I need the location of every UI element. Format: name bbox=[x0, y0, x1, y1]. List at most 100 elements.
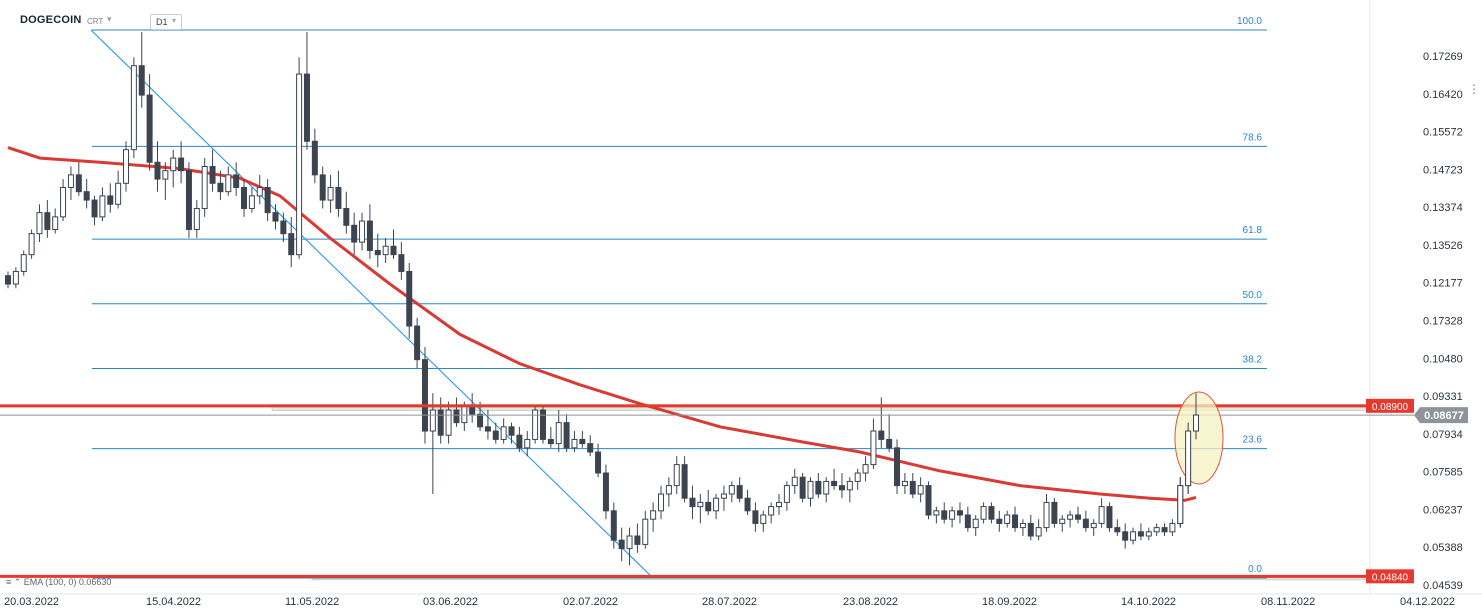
candle bbox=[563, 414, 570, 453]
candle-up bbox=[854, 472, 861, 482]
candle bbox=[178, 141, 185, 184]
candle bbox=[311, 128, 318, 184]
breakout-highlight bbox=[1174, 391, 1224, 485]
fib-level-label: 50.0 bbox=[1243, 290, 1263, 301]
candle bbox=[445, 401, 452, 444]
candle-down bbox=[752, 510, 759, 524]
chart-menu-icon[interactable]: ⋮ bbox=[1468, 82, 1480, 96]
candle bbox=[83, 179, 90, 209]
candle-up bbox=[1169, 522, 1176, 533]
candle bbox=[705, 489, 712, 516]
candle bbox=[681, 456, 688, 503]
candle bbox=[225, 166, 232, 196]
candle-down bbox=[492, 430, 499, 440]
candle bbox=[146, 74, 153, 171]
x-axis-tick-label: 04.12.2022 bbox=[1400, 596, 1455, 608]
candle bbox=[154, 141, 161, 192]
candle-up bbox=[20, 254, 27, 272]
candle bbox=[1059, 515, 1066, 532]
candle bbox=[398, 242, 405, 280]
candle bbox=[429, 393, 436, 495]
candle bbox=[185, 162, 192, 238]
candle-down bbox=[335, 186, 342, 209]
candle bbox=[327, 174, 334, 213]
candle-up bbox=[36, 212, 43, 235]
candle bbox=[571, 431, 578, 453]
candle-up bbox=[823, 480, 830, 495]
candle bbox=[248, 187, 255, 213]
candle-up bbox=[791, 476, 798, 487]
candle bbox=[618, 527, 625, 562]
candle bbox=[972, 515, 979, 537]
candle-down bbox=[878, 430, 885, 440]
candle bbox=[956, 502, 963, 524]
candle-up bbox=[359, 220, 366, 243]
candle bbox=[500, 418, 507, 444]
candle bbox=[1137, 523, 1144, 541]
candle bbox=[99, 187, 106, 222]
level-badge-label: 0.04840 bbox=[1372, 572, 1409, 583]
candle-down bbox=[1161, 527, 1168, 533]
candle-up bbox=[650, 510, 657, 520]
candle bbox=[996, 510, 1003, 532]
timeframe-selector[interactable] bbox=[150, 14, 182, 30]
candle-down bbox=[602, 472, 609, 512]
candle-down bbox=[941, 510, 948, 520]
candle-up bbox=[642, 518, 649, 545]
candle bbox=[366, 204, 373, 259]
candle-up bbox=[728, 485, 735, 495]
candle bbox=[846, 477, 853, 503]
candle-down bbox=[311, 140, 318, 176]
candle bbox=[650, 502, 657, 532]
ema-legend[interactable]: ≡ ⌃ EMA (100, 0) 0.06630 bbox=[6, 577, 111, 588]
candle bbox=[359, 212, 366, 251]
candle-up bbox=[12, 270, 19, 285]
candle-down bbox=[1137, 531, 1144, 537]
candle bbox=[319, 166, 326, 209]
timeframe-label[interactable]: D1 bbox=[156, 17, 168, 27]
candle-up bbox=[1067, 514, 1074, 520]
candle-up bbox=[1019, 522, 1026, 529]
candle bbox=[343, 191, 350, 234]
candle-up bbox=[776, 501, 783, 508]
candle bbox=[421, 347, 428, 444]
candle-up bbox=[626, 535, 633, 550]
candle bbox=[862, 456, 869, 482]
candle bbox=[1051, 498, 1058, 528]
candle-up bbox=[917, 485, 924, 495]
candle-up bbox=[933, 510, 940, 516]
candle-up bbox=[296, 73, 303, 256]
y-axis-tick-label: 0.07585 bbox=[1423, 467, 1463, 479]
candle bbox=[886, 414, 893, 453]
instrument-type-label[interactable]: CRT bbox=[87, 17, 104, 26]
candle-down bbox=[705, 501, 712, 512]
candle bbox=[67, 166, 74, 201]
candle bbox=[720, 485, 727, 511]
candle-up bbox=[327, 186, 334, 201]
candle-down bbox=[634, 535, 641, 545]
y-axis-tick-label: 0.04539 bbox=[1423, 580, 1463, 592]
candle-up bbox=[1090, 522, 1097, 529]
candle bbox=[123, 141, 130, 192]
candle-down bbox=[390, 245, 397, 256]
instrument-dropdown-icon[interactable]: ▾ bbox=[107, 14, 112, 24]
candle-down bbox=[610, 510, 617, 541]
candle bbox=[130, 57, 137, 159]
candle bbox=[949, 506, 956, 528]
candle bbox=[1114, 519, 1121, 537]
fib-level-label: 38.2 bbox=[1243, 354, 1263, 365]
legend-menu-icon[interactable]: ≡ ⌃ bbox=[6, 577, 24, 587]
candle bbox=[799, 473, 806, 503]
candle-down bbox=[1012, 514, 1019, 529]
y-axis-tick-label: 0.17328 bbox=[1423, 316, 1463, 328]
candle bbox=[933, 506, 940, 524]
candle-down bbox=[595, 451, 602, 474]
candle-down bbox=[563, 422, 570, 449]
y-axis-tick-label: 0.07934 bbox=[1423, 429, 1463, 441]
candle-down bbox=[83, 191, 90, 201]
candle bbox=[579, 431, 586, 448]
candle bbox=[374, 233, 381, 268]
timeframe-dropdown-icon[interactable]: ▾ bbox=[172, 16, 177, 25]
candle-up bbox=[524, 438, 531, 449]
